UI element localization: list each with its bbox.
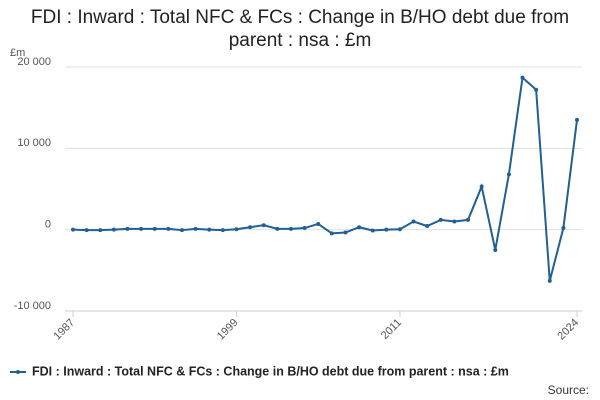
data-point [288,226,293,231]
data-point [139,226,144,231]
y-tick-label: -10 000 [14,300,51,312]
legend-marker [16,370,20,374]
data-line [72,75,578,282]
data-point [111,227,116,232]
data-point [479,184,484,189]
data-point [370,228,375,233]
data-point [193,226,198,231]
data-point [179,228,184,233]
data-point [561,226,566,231]
y-tick-label: 20 000 [17,56,51,68]
data-point [466,217,471,222]
data-point [302,226,307,231]
y-tick-label: 0 [45,219,51,231]
data-point [275,226,280,231]
data-point [166,226,171,231]
x-tick-label: 2024 [555,317,581,343]
data-point [98,228,103,233]
x-tick-label: 1999 [215,317,241,343]
data-point [547,278,552,283]
data-point [397,227,402,232]
data-point [84,228,89,233]
data-point [220,228,225,233]
data-point [261,223,266,228]
data-point [534,87,539,92]
data-point [384,227,389,232]
data-point [425,224,430,229]
y-tick-label: 10 000 [17,137,51,149]
data-point [438,217,443,222]
chart-title: FDI : Inward : Total NFC & FCs : Change … [30,7,570,51]
data-point [520,75,525,80]
data-point [329,231,334,236]
y-unit: £m [10,47,25,59]
data-point [316,221,321,226]
data-point [411,219,416,224]
data-point [234,227,239,232]
source: Source: [548,383,589,397]
data-point [125,226,130,231]
data-point [71,227,75,232]
data-point [207,227,212,232]
data-point [343,230,348,235]
x-tick-label: 2011 [379,317,404,342]
data-point [357,225,362,230]
data-point [575,117,579,122]
data-point [493,248,498,252]
data-point [152,226,157,231]
x-tick-label: 1987 [51,317,77,343]
data-point [452,219,457,224]
legend-label: FDI : Inward : Total NFC & FCs : Change … [32,364,509,378]
data-point [506,172,511,177]
data-point [248,225,253,230]
